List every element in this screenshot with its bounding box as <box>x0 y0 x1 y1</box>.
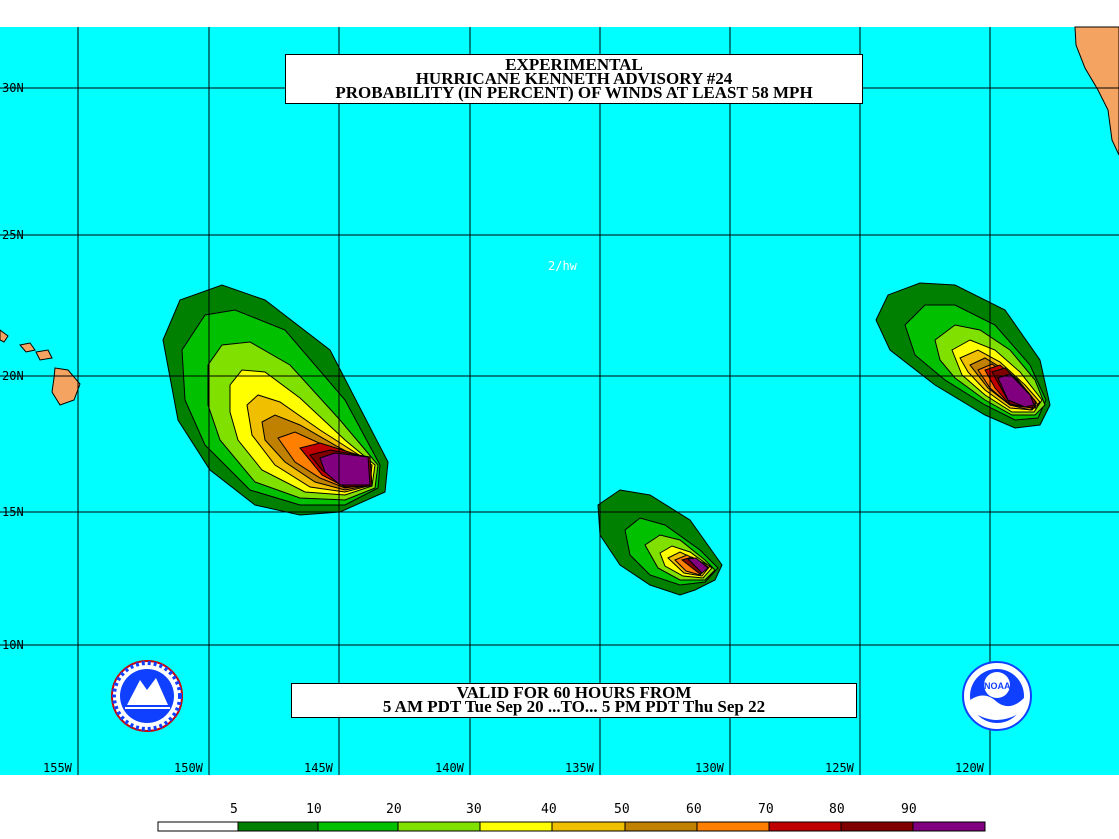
legend-swatch <box>768 821 842 832</box>
legend-label: 20 <box>386 802 402 817</box>
valid-line-1: VALID FOR 60 HOURS FROM <box>456 683 692 702</box>
title-line-3: PROBABILITY (IN PERCENT) OF WINDS AT LEA… <box>335 83 813 102</box>
lat-label: 15N <box>2 505 24 519</box>
title-line-1: EXPERIMENTAL <box>505 55 643 74</box>
noaa-logo: NOAA <box>962 661 1032 731</box>
baja-california <box>1074 26 1119 156</box>
svg-text:NOAA: NOAA <box>984 681 1011 691</box>
lon-label: 150W <box>174 761 204 775</box>
legend-swatch <box>696 821 770 832</box>
legend-swatch <box>317 821 399 832</box>
valid-line-2: 5 AM PDT Tue Sep 20 ...TO... 5 PM PDT Th… <box>382 697 766 716</box>
legend-swatch <box>237 821 319 832</box>
legend-label: 90 <box>901 802 917 817</box>
legend-swatch <box>551 821 626 832</box>
legend-label: 50 <box>614 802 630 817</box>
valid-period-box: VALID FOR 60 HOURS FROM 5 AM PDT Tue Sep… <box>291 683 857 718</box>
legend-label: 60 <box>686 802 702 817</box>
title-box: EXPERIMENTAL HURRICANE KENNETH ADVISORY … <box>285 54 863 104</box>
lon-label: 125W <box>825 761 855 775</box>
legend-label: 40 <box>541 802 557 817</box>
lon-label: 140W <box>435 761 465 775</box>
lon-label: 120W <box>955 761 985 775</box>
legend-swatch <box>157 821 239 832</box>
lat-label: 30N <box>2 81 24 95</box>
legend-label: 30 <box>466 802 482 817</box>
legend-label: 10 <box>306 802 322 817</box>
longitude-labels: 155W 150W 145W 140W 135W 130W 125W 120W <box>43 761 985 775</box>
ocean-area <box>0 27 1119 775</box>
title-line-2: HURRICANE KENNETH ADVISORY #24 <box>415 69 733 88</box>
latitude-labels: 30N 25N 20N 15N 10N <box>2 81 24 652</box>
legend-swatch <box>840 821 914 832</box>
nws-logo <box>111 660 183 732</box>
legend-label: 70 <box>758 802 774 817</box>
lat-label: 20N <box>2 369 24 383</box>
contour-system-west <box>162 284 389 516</box>
legend-label: 80 <box>829 802 845 817</box>
legend-swatch <box>479 821 553 832</box>
lon-label: 130W <box>695 761 725 775</box>
legend-swatch <box>397 821 481 832</box>
annotation-text: 2/hw <box>548 259 578 273</box>
lat-label: 10N <box>2 638 24 652</box>
lon-label: 155W <box>43 761 73 775</box>
contour-system-central <box>597 489 723 596</box>
legend-swatch <box>624 821 698 832</box>
hawaii-islands <box>0 329 81 406</box>
legend-colorbar <box>157 821 986 832</box>
lat-label: 25N <box>2 228 24 242</box>
legend-swatch <box>912 821 986 832</box>
lon-label: 145W <box>304 761 334 775</box>
lon-label: 135W <box>565 761 595 775</box>
legend-label: 5 <box>230 802 238 817</box>
